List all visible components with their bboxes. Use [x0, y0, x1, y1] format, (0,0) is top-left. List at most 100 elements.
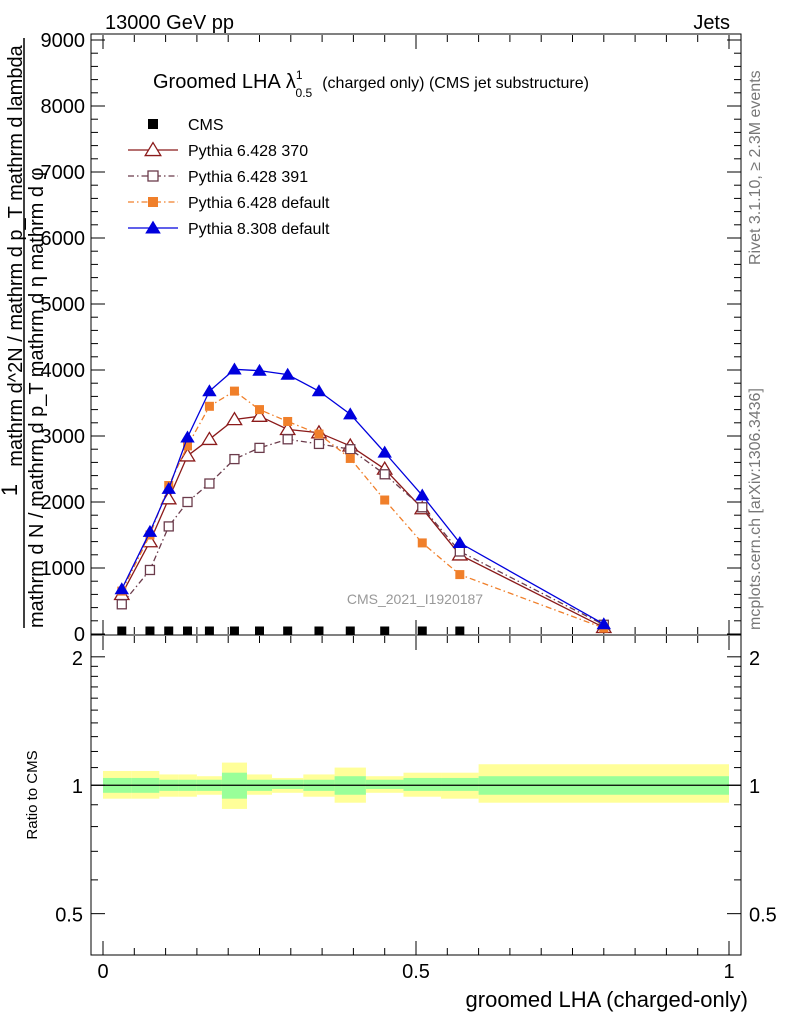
- data-point: [145, 626, 155, 636]
- y-label-denominator: mathrm d N / mathrm d p_T mathrm d η mat…: [26, 167, 48, 628]
- ratio-stat-band: [272, 779, 304, 789]
- legend-item: Pythia 8.308 default: [128, 220, 330, 238]
- data-point: [201, 431, 218, 446]
- legend-label: Pythia 6.428 default: [188, 195, 330, 212]
- legend-marker: [145, 220, 161, 234]
- ratio-x-tick-label: 0: [97, 961, 108, 983]
- main-y-tick-label: 3000: [41, 426, 86, 448]
- main-y-tick-label: 8000: [41, 96, 86, 118]
- ratio-y-axis: 0.5 0.5 1 1 2 2: [55, 648, 777, 927]
- data-point: [251, 408, 268, 422]
- legend-item: CMS: [148, 117, 224, 134]
- data-point: [254, 442, 265, 454]
- data-point: [183, 626, 193, 636]
- data-point: [417, 502, 428, 513]
- data-point: [379, 469, 390, 480]
- ratio-y-label: Ratio to CMS: [24, 750, 41, 839]
- main-y-tick-label: 2000: [41, 492, 86, 514]
- data-point: [182, 496, 193, 508]
- data-point: [255, 405, 264, 415]
- data-point: [380, 626, 390, 636]
- data-point: [417, 626, 427, 636]
- data-point: [313, 438, 325, 450]
- data-point: [229, 626, 239, 636]
- main-y-tick-label: 4000: [41, 360, 86, 382]
- ratio-y-tick-label: 0.5: [55, 905, 83, 927]
- data-point: [345, 626, 355, 636]
- main-y-tick-label: 7000: [41, 162, 86, 184]
- data-point: [455, 626, 465, 636]
- data-point: [229, 453, 240, 465]
- data-point: [280, 367, 295, 380]
- ratio-x-axis: 0 0.5 1: [97, 636, 735, 983]
- data-point: [204, 626, 214, 636]
- analysis-watermark: CMS_2021_I1920187: [347, 591, 483, 607]
- data-point: [180, 430, 195, 443]
- y-label-right: mathrm d^2N / mathrm d p_T mathrm d lamb…: [5, 44, 27, 466]
- main-series-group: [113, 362, 613, 636]
- main-y-tick-label: 0: [74, 624, 85, 646]
- main-y-tick-label: 9000: [41, 30, 86, 52]
- data-point: [377, 445, 392, 458]
- legend-marker: [147, 170, 159, 182]
- data-point: [183, 441, 193, 451]
- data-point: [144, 564, 156, 576]
- data-point: [142, 524, 158, 537]
- header-left: 13000 GeV pp: [105, 12, 234, 34]
- legend-item: Pythia 6.428 370: [128, 141, 308, 160]
- data-point: [204, 478, 215, 489]
- data-point: [229, 386, 239, 396]
- x-axis-label: groomed LHA (charged-only): [466, 987, 748, 1012]
- data-point: [452, 536, 468, 549]
- ratio-y-tick-label: 2: [72, 648, 83, 670]
- ratio-y-tick-label-right: 0.5: [749, 905, 777, 927]
- series-pythia-8-308-default: [114, 362, 611, 630]
- data-point: [163, 521, 174, 532]
- legend-label: Pythia 6.428 370: [188, 143, 308, 160]
- main-y-axis: 0 1000 2000 3000 4000 5000 6000 7000 8000 9000: [41, 30, 741, 646]
- legend: CMS Pythia 6.428 370 Pythia 6.428 391 Pythi…: [128, 117, 330, 238]
- legend-marker: [148, 119, 158, 129]
- data-point: [204, 401, 214, 411]
- legend-label: Pythia 6.428 391: [188, 169, 308, 186]
- data-point: [161, 481, 176, 494]
- series-line: [121, 368, 605, 625]
- rivet-label: Rivet 3.1.10, ≥ 2.3M events: [747, 70, 764, 265]
- main-y-tick-label: 5000: [41, 294, 86, 316]
- ratio-x-tick-label: 0.5: [402, 961, 430, 983]
- data-point: [417, 538, 427, 548]
- data-point: [283, 416, 293, 426]
- header-right: Jets: [693, 12, 730, 34]
- ratio-y-tick-label-right: 1: [749, 776, 760, 798]
- data-point: [114, 582, 129, 595]
- data-point: [596, 617, 611, 630]
- data-point: [252, 363, 267, 376]
- data-point: [345, 444, 356, 455]
- data-point: [283, 626, 293, 636]
- data-point: [255, 626, 264, 636]
- data-point: [345, 453, 355, 463]
- data-point: [117, 626, 127, 636]
- data-point: [164, 626, 174, 636]
- data-point: [202, 384, 217, 397]
- ratio-y-tick-label-right: 2: [749, 648, 760, 670]
- legend-label: Pythia 8.308 default: [188, 221, 330, 238]
- data-point: [282, 434, 293, 445]
- mcplots-label: mcplots.cern.ch [arXiv:1306.3436]: [747, 388, 764, 630]
- legend-item: Pythia 6.428 default: [128, 195, 330, 212]
- data-point: [415, 488, 430, 501]
- data-point: [455, 570, 465, 580]
- ratio-y-tick-label: 1: [72, 776, 83, 798]
- ratio-stat-band: [365, 779, 404, 789]
- data-point: [116, 599, 127, 610]
- legend-marker: [148, 197, 158, 207]
- plot-title: Groomed LHA λ1 0.5(charged only) (CMS jet …: [153, 68, 589, 100]
- series-cms: [117, 626, 465, 636]
- y-label-numerator: 1: [0, 484, 22, 496]
- data-point: [454, 546, 465, 557]
- ratio-stat-band: [403, 777, 442, 791]
- legend-item: Pythia 6.428 391: [128, 169, 308, 186]
- data-point: [343, 407, 358, 420]
- data-point: [227, 362, 242, 375]
